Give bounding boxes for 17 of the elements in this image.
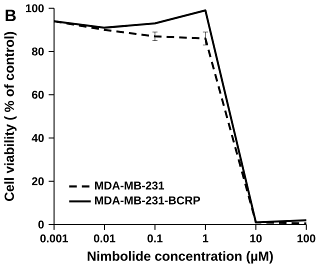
x-tick-label: 100 — [298, 234, 316, 243]
y-tick-label: 60 — [32, 90, 44, 99]
y-tick-label: 0 — [38, 220, 44, 229]
x-tick-label: 0.01 — [94, 234, 116, 243]
x-tick-label: 10 — [250, 234, 262, 243]
chart-title: B — [6, 10, 16, 22]
x-axis-title: Nimbolide concentration (µM) — [88, 251, 273, 264]
y-tick-label: 80 — [32, 48, 44, 56]
x-tick-label: 1 — [202, 234, 208, 242]
legend-label: MDA-MB-231-BCRP — [95, 196, 200, 205]
legend-label: MDA-MB-231 — [95, 182, 164, 190]
y-tick-label: 40 — [32, 134, 44, 142]
x-tick-label: 0.001 — [40, 234, 68, 243]
x-tick-label: 0.1 — [148, 234, 163, 243]
y-tick-label: 100 — [26, 4, 44, 12]
y-tick-label: 20 — [32, 177, 44, 186]
y-axis-title: Cell viability ( % of control) — [4, 32, 17, 202]
